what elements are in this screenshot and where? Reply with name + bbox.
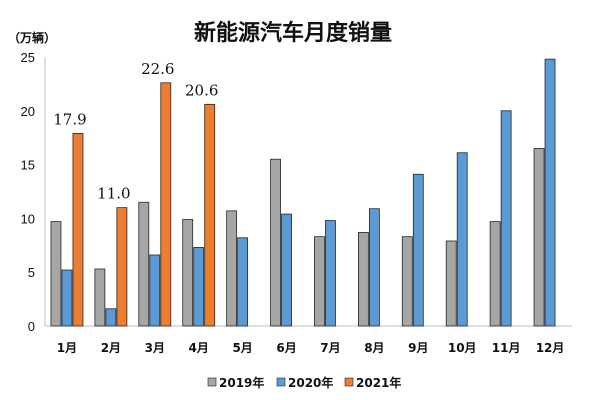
bar-2020年-6月 (281, 213, 292, 327)
legend-swatch-2019年 (207, 377, 217, 387)
bar-2019年-8月 (357, 231, 369, 327)
y-tick-label: 20 (21, 104, 35, 119)
bar-2020年-4月 (193, 247, 205, 327)
x-tick-label: 5月 (232, 341, 252, 355)
bar-2020年-12月 (544, 58, 556, 327)
bar-2019年-3月 (138, 201, 150, 327)
data-label: 20.6 (185, 81, 218, 99)
bar-2019年-6月 (270, 158, 281, 327)
x-tick-label: 4月 (189, 341, 209, 355)
bar-2019年-1月 (50, 221, 62, 327)
bar-2020年-7月 (325, 220, 336, 327)
x-tick-label: 6月 (276, 341, 296, 355)
bar-2019年-11月 (489, 221, 501, 327)
bar-2019年-4月 (182, 219, 194, 327)
data-label: 11.0 (97, 185, 130, 203)
bar-2019年-7月 (314, 236, 325, 327)
data-label: 17.9 (53, 110, 86, 128)
bar-2020年-9月 (412, 173, 424, 327)
bar-2019年-5月 (226, 210, 238, 327)
data-label: 22.6 (141, 60, 174, 78)
bar-2021年-4月 (204, 103, 216, 327)
bar-2021年-1月 (72, 132, 84, 327)
y-tick-label: 15 (21, 158, 35, 173)
y-tick-label: 25 (21, 50, 35, 65)
x-tick-label: 1月 (57, 341, 77, 355)
x-tick-label: 2月 (101, 341, 121, 355)
bar-2020年-2月 (105, 308, 117, 327)
chart-title: 新能源汽车月度销量 (194, 20, 392, 46)
bar-2020年-11月 (500, 110, 512, 327)
unit-label: （万辆） (8, 30, 56, 45)
x-tick-label: 11月 (492, 341, 521, 355)
legend-label: 2020年 (288, 375, 333, 390)
bar-2019年-10月 (445, 240, 457, 327)
legend-swatch-2021年 (344, 377, 354, 387)
x-tick-label: 12月 (536, 341, 565, 355)
bar-2020年-5月 (237, 237, 249, 327)
bar-2020年-3月 (149, 254, 161, 327)
legend-label: 2021年 (356, 375, 401, 390)
bar-2021年-3月 (160, 82, 172, 327)
bar-2020年-10月 (456, 152, 468, 327)
plot-area: 0 5 10 15 20 25 1月 2月 3月 4月 5月 6月 7月 8月 9月 10月 11月 12月 17.… (21, 50, 572, 355)
x-tick-label: 9月 (408, 341, 428, 355)
bar-2019年-2月 (94, 268, 106, 327)
legend: 2019年 2020年 2021年 (207, 375, 401, 390)
bar-2020年-8月 (368, 208, 380, 327)
y-tick-label: 10 (21, 211, 35, 226)
bar-2019年-12月 (533, 148, 545, 327)
x-tick-label: 7月 (320, 341, 340, 355)
x-tick-label: 10月 (448, 341, 477, 355)
legend-swatch-2020年 (276, 377, 286, 387)
bar-2021年-2月 (116, 207, 128, 327)
bar-2020年-1月 (61, 269, 73, 327)
bar-2019年-9月 (401, 236, 413, 327)
legend-label: 2019年 (219, 375, 264, 390)
y-tick-label: 5 (28, 265, 35, 280)
x-tick-label: 8月 (364, 341, 384, 355)
x-tick-label: 3月 (145, 341, 165, 355)
y-tick-label: 0 (28, 319, 35, 334)
